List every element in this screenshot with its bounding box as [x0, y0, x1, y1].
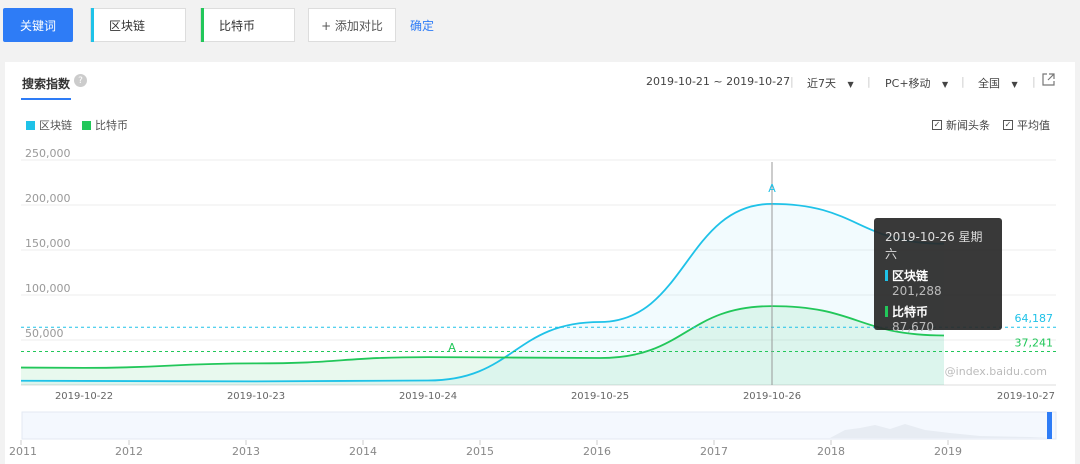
keyword-color-bar — [91, 8, 94, 42]
year-label: 2013 — [232, 445, 260, 458]
legend-label: 比特币 — [95, 119, 128, 132]
external-link-icon[interactable] — [1042, 73, 1055, 89]
overview-sparkline — [830, 424, 1050, 438]
region-label: 全国 — [978, 77, 1000, 90]
period-select[interactable]: 近7天 ▼ — [807, 75, 854, 91]
y-tick-label: 250,000 — [25, 147, 71, 160]
y-tick-label: 200,000 — [25, 192, 71, 205]
checkbox-label: 新闻头条 — [946, 119, 990, 132]
average-label: 64,187 — [1015, 312, 1054, 325]
keyword-button[interactable]: 关键词 — [3, 8, 73, 42]
year-label: 2019 — [934, 445, 962, 458]
checkbox-checked-icon: ✓ — [932, 120, 942, 130]
divider: | — [867, 75, 871, 88]
caret-down-icon: ▼ — [847, 80, 854, 89]
year-label: 2018 — [817, 445, 845, 458]
keyword-input-2[interactable]: 比特币 — [200, 8, 295, 42]
series-area — [21, 306, 944, 385]
tooltip-value: 87,670 — [892, 320, 934, 334]
year-label: 2011 — [9, 445, 37, 458]
year-label: 2015 — [466, 445, 494, 458]
tooltip-marker — [885, 306, 888, 317]
keyword-label: 比特币 — [219, 18, 256, 33]
x-tick-label: 2019-10-27 — [997, 391, 1055, 402]
legend-swatch — [26, 120, 35, 130]
add-compare-button[interactable]: + 添加对比 — [308, 8, 396, 42]
tooltip-series-name: 比特币 — [892, 305, 929, 319]
help-icon[interactable]: ? — [74, 74, 87, 87]
tooltip-series-name: 区块链 — [892, 269, 929, 283]
keyword-bar: 关键词 区块链 比特币 + 添加对比 确定 — [0, 0, 1080, 56]
legend-label: 区块链 — [39, 119, 72, 132]
series-area — [21, 203, 944, 385]
y-tick-label: 100,000 — [25, 282, 71, 295]
checkbox-label: 平均值 — [1017, 119, 1050, 132]
divider: | — [790, 75, 794, 88]
keyword-input-1[interactable]: 区块链 — [90, 8, 186, 42]
tooltip-series: 比特币 — [885, 303, 991, 320]
y-tick-label: 50,000 — [25, 327, 64, 340]
year-label: 2014 — [349, 445, 377, 458]
chart-tooltip: 2019-10-26 星期六 区块链 201,288 比特币 87,670 — [874, 218, 1002, 334]
news-checkbox[interactable]: ✓ 新闻头条 — [932, 117, 990, 133]
news-annotation-marker: A — [768, 182, 776, 195]
device-select[interactable]: PC+移动 ▼ — [885, 75, 948, 91]
tab-underline — [21, 98, 71, 100]
average-checkbox[interactable]: ✓ 平均值 — [1003, 117, 1050, 133]
legend-item[interactable]: 比特币 — [82, 117, 128, 133]
tooltip-series: 区块链 — [885, 267, 991, 284]
keyword-color-bar — [201, 8, 204, 42]
watermark: @index.baidu.com — [945, 365, 1047, 378]
year-label: 2016 — [583, 445, 611, 458]
divider: | — [1032, 75, 1036, 88]
divider: | — [961, 75, 965, 88]
x-tick-label: 2019-10-25 — [571, 391, 629, 402]
checkbox-checked-icon: ✓ — [1003, 120, 1013, 130]
keyword-label: 区块链 — [109, 18, 146, 33]
chart-legend: 区块链 比特币 — [26, 117, 128, 133]
device-label: PC+移动 — [885, 77, 931, 90]
legend-item[interactable]: 区块链 — [26, 117, 72, 133]
y-tick-label: 150,000 — [25, 237, 71, 250]
x-tick-label: 2019-10-22 — [55, 391, 113, 402]
year-label: 2017 — [700, 445, 728, 458]
period-label: 近7天 — [807, 77, 836, 90]
x-tick-label: 2019-10-26 — [743, 391, 801, 402]
news-annotation-marker: A — [448, 341, 456, 354]
year-label: 2012 — [115, 445, 143, 458]
tooltip-date: 2019-10-26 星期六 — [885, 230, 983, 261]
legend-swatch — [82, 120, 91, 130]
region-select[interactable]: 全国 ▼ — [978, 75, 1018, 91]
tooltip-marker — [885, 270, 888, 281]
x-tick-label: 2019-10-24 — [399, 391, 457, 402]
average-label: 37,241 — [1015, 336, 1054, 349]
confirm-link[interactable]: 确定 — [410, 19, 435, 33]
tab-search-index[interactable]: 搜索指数 — [22, 77, 71, 91]
caret-down-icon: ▼ — [942, 80, 949, 89]
range-handle[interactable] — [1047, 412, 1052, 439]
x-tick-label: 2019-10-23 — [227, 391, 285, 402]
overview-range-slider — [21, 411, 1057, 440]
date-range[interactable]: 2019-10-21 ~ 2019-10-27 — [646, 75, 791, 88]
caret-down-icon: ▼ — [1011, 80, 1018, 89]
tooltip-value: 201,288 — [892, 284, 942, 298]
